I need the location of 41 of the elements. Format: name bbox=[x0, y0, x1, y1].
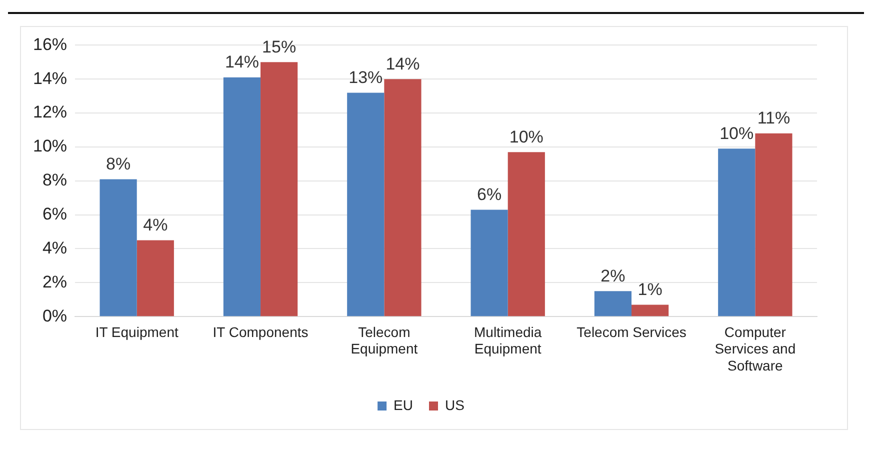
y-tick-label: 8% bbox=[42, 170, 68, 190]
data-label: 10% bbox=[720, 124, 754, 143]
data-label: 4% bbox=[143, 215, 168, 234]
bar bbox=[594, 291, 632, 316]
y-tick-label: 2% bbox=[42, 272, 68, 292]
data-label: 15% bbox=[262, 37, 296, 56]
data-label: 2% bbox=[600, 266, 626, 286]
data-label: 6% bbox=[477, 184, 502, 204]
legend-label: EU bbox=[394, 396, 414, 413]
bar bbox=[718, 148, 756, 316]
x-tick-label: IT Components bbox=[212, 324, 308, 340]
bar bbox=[470, 210, 508, 316]
data-label: 13% bbox=[348, 68, 383, 87]
y-tick-label: 10% bbox=[32, 136, 68, 156]
data-label: 8% bbox=[106, 154, 131, 174]
bar bbox=[260, 62, 298, 316]
y-tick-label: 0% bbox=[42, 306, 68, 326]
bar bbox=[347, 92, 384, 316]
y-tick-label: 14% bbox=[32, 68, 68, 88]
bar bbox=[755, 133, 792, 316]
data-label: 14% bbox=[224, 52, 259, 72]
bar bbox=[508, 152, 545, 316]
x-tick-label: Computer Services and Software bbox=[714, 324, 796, 374]
x-tick-label: Multimedia Equipment bbox=[474, 324, 542, 357]
bar bbox=[632, 304, 669, 316]
data-label: 1% bbox=[638, 280, 662, 299]
data-label: 14% bbox=[386, 54, 420, 74]
x-tick-label: IT Equipment bbox=[95, 324, 178, 340]
y-tick-label: 16% bbox=[32, 34, 68, 54]
bar bbox=[384, 79, 422, 316]
bar bbox=[223, 77, 261, 316]
data-label: 10% bbox=[509, 127, 544, 146]
x-tick-label: Telecom Equipment bbox=[350, 324, 418, 357]
legend-label: US bbox=[445, 396, 464, 413]
y-tick-label: 6% bbox=[42, 204, 68, 224]
x-tick-label: Telecom Services bbox=[576, 324, 686, 340]
data-label: 11% bbox=[757, 108, 790, 128]
bar bbox=[136, 240, 174, 316]
bar bbox=[100, 179, 137, 316]
y-tick-label: 4% bbox=[42, 238, 68, 258]
y-tick-label: 12% bbox=[32, 102, 68, 122]
